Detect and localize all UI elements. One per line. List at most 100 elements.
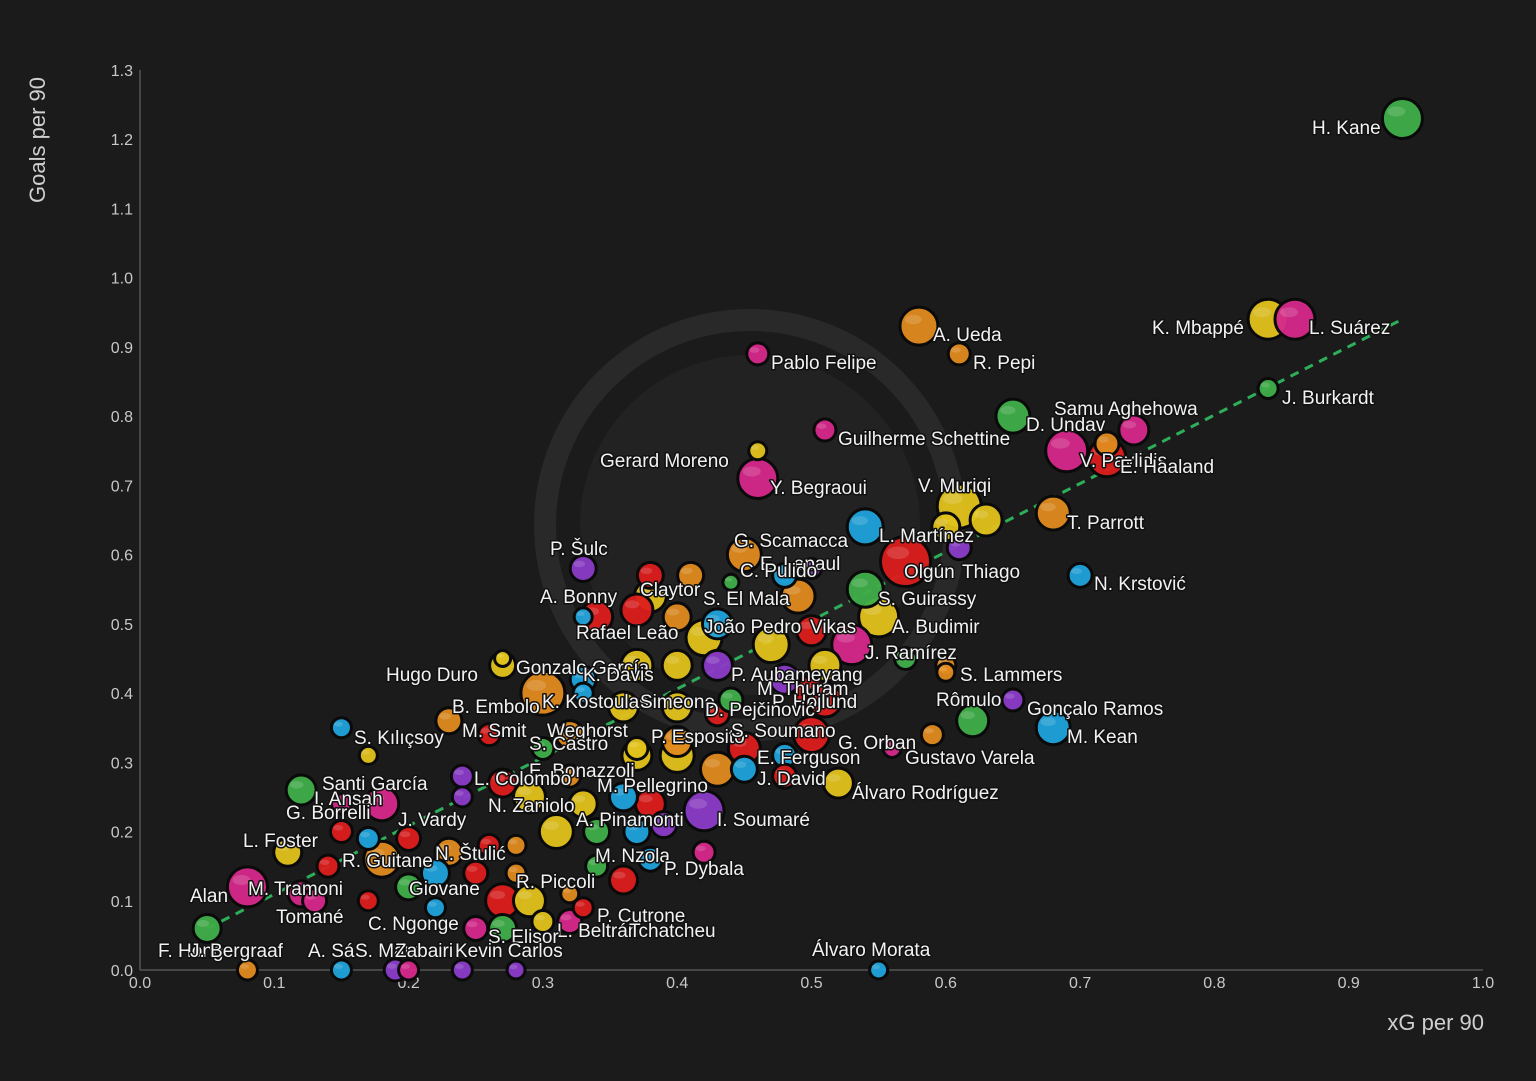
player-bubble[interactable] xyxy=(725,536,763,574)
player-bubble[interactable] xyxy=(607,864,639,896)
player-bubble[interactable] xyxy=(568,553,598,583)
player-bubble[interactable] xyxy=(462,914,490,942)
player-bubble[interactable] xyxy=(1066,561,1094,589)
player-bubble[interactable] xyxy=(635,560,665,590)
player-bubble[interactable] xyxy=(493,648,513,668)
player-bubble[interactable] xyxy=(660,690,694,724)
player-bubble[interactable] xyxy=(879,535,933,589)
player-bubble[interactable] xyxy=(622,817,652,847)
player-bubble[interactable] xyxy=(812,417,838,443)
player-bubble[interactable] xyxy=(619,592,655,628)
player-bubble[interactable] xyxy=(994,397,1032,435)
player-bubble[interactable] xyxy=(559,883,581,905)
player-bubble[interactable] xyxy=(487,767,519,799)
player-bubble[interactable] xyxy=(1380,96,1424,140)
player-bubble[interactable] xyxy=(530,909,556,935)
player-bubble[interactable] xyxy=(768,662,802,696)
player-bubble[interactable] xyxy=(301,887,329,915)
player-bubble[interactable] xyxy=(676,560,706,590)
player-bubble[interactable] xyxy=(845,507,885,547)
player-bubble[interactable] xyxy=(397,958,421,982)
player-bubble[interactable] xyxy=(235,958,259,982)
player-bubble[interactable] xyxy=(572,606,594,628)
player-bubble[interactable] xyxy=(1034,709,1072,747)
player-bubble[interactable] xyxy=(191,912,223,944)
player-bubble[interactable] xyxy=(747,440,769,462)
player-bubble[interactable] xyxy=(450,785,474,809)
player-bubble[interactable] xyxy=(946,341,972,367)
player-bubble[interactable] xyxy=(554,719,586,751)
player-bubble[interactable] xyxy=(649,810,679,840)
player-bubble[interactable] xyxy=(462,859,490,887)
player-bubble[interactable] xyxy=(607,781,639,813)
player-bubble[interactable] xyxy=(898,305,940,347)
player-bubble[interactable] xyxy=(1117,413,1151,447)
player-bubble[interactable] xyxy=(504,833,528,857)
player-bubble[interactable] xyxy=(800,556,823,580)
player-bubble[interactable] xyxy=(362,839,402,879)
player-bubble[interactable] xyxy=(868,959,890,981)
player-bubble[interactable] xyxy=(691,839,717,865)
player-bubble[interactable] xyxy=(955,703,991,739)
player-bubble[interactable] xyxy=(571,681,595,705)
player-bubble[interactable] xyxy=(476,722,502,748)
player-bubble[interactable] xyxy=(1000,687,1026,713)
player-bubble[interactable] xyxy=(582,817,612,847)
player-bubble[interactable] xyxy=(1256,376,1280,400)
player-bubble[interactable] xyxy=(606,690,640,724)
player-bubble[interactable] xyxy=(930,511,962,543)
player-bubble[interactable] xyxy=(636,845,664,873)
player-bubble[interactable] xyxy=(419,857,451,889)
player-bubble[interactable] xyxy=(505,959,527,981)
player-bubble[interactable] xyxy=(795,614,828,648)
player-bubble[interactable] xyxy=(821,766,855,800)
player-bubble[interactable] xyxy=(511,779,547,815)
player-bubble[interactable] xyxy=(945,534,973,562)
player-bubble[interactable] xyxy=(315,853,341,879)
player-bubble[interactable] xyxy=(1273,297,1317,341)
player-bubble[interactable] xyxy=(519,669,567,717)
player-bubble[interactable] xyxy=(830,623,874,667)
player-bubble[interactable] xyxy=(567,788,599,820)
player-bubble[interactable] xyxy=(771,561,799,589)
player-bubble[interactable] xyxy=(434,706,464,736)
player-bubble[interactable] xyxy=(682,789,726,833)
player-bubble[interactable] xyxy=(729,754,759,784)
player-bubble[interactable] xyxy=(450,958,474,982)
player-bubble[interactable] xyxy=(624,735,650,761)
player-bubble[interactable] xyxy=(660,648,694,682)
player-bubble[interactable] xyxy=(1093,430,1121,458)
player-bubble[interactable] xyxy=(225,865,269,909)
player-bubble[interactable] xyxy=(511,883,547,919)
player-bubble[interactable] xyxy=(329,958,353,982)
player-bubble[interactable] xyxy=(700,607,734,641)
player-bubble[interactable] xyxy=(792,715,831,755)
player-bubble[interactable] xyxy=(329,716,353,740)
player-bubble[interactable] xyxy=(423,896,447,920)
player-bubble[interactable] xyxy=(700,648,734,682)
player-bubble[interactable] xyxy=(328,819,354,845)
player-bubble[interactable] xyxy=(356,889,380,913)
player-bubble[interactable] xyxy=(476,832,502,858)
player-bubble[interactable] xyxy=(584,853,610,879)
player-bubble[interactable] xyxy=(357,744,379,766)
player-bubble[interactable] xyxy=(395,824,423,852)
player-bubble[interactable] xyxy=(1034,494,1072,532)
player-bubble[interactable] xyxy=(363,785,401,823)
player-bubble[interactable] xyxy=(504,861,528,885)
player-bubble[interactable] xyxy=(530,735,556,761)
player-bubble[interactable] xyxy=(660,725,694,759)
player-bubble[interactable] xyxy=(557,763,583,789)
player-bubble[interactable] xyxy=(619,647,655,683)
player-bubble[interactable] xyxy=(751,625,791,665)
player-bubble[interactable] xyxy=(968,502,1004,538)
player-bubble[interactable] xyxy=(449,763,475,789)
player-bubble[interactable] xyxy=(919,722,945,748)
player-bubble[interactable] xyxy=(537,813,575,851)
player-bubble[interactable] xyxy=(745,341,771,367)
player-bubble[interactable] xyxy=(881,737,903,759)
player-bubble[interactable] xyxy=(394,872,424,902)
player-bubble[interactable] xyxy=(771,762,799,790)
player-bubble[interactable] xyxy=(661,601,693,633)
player-bubble[interactable] xyxy=(284,773,318,807)
